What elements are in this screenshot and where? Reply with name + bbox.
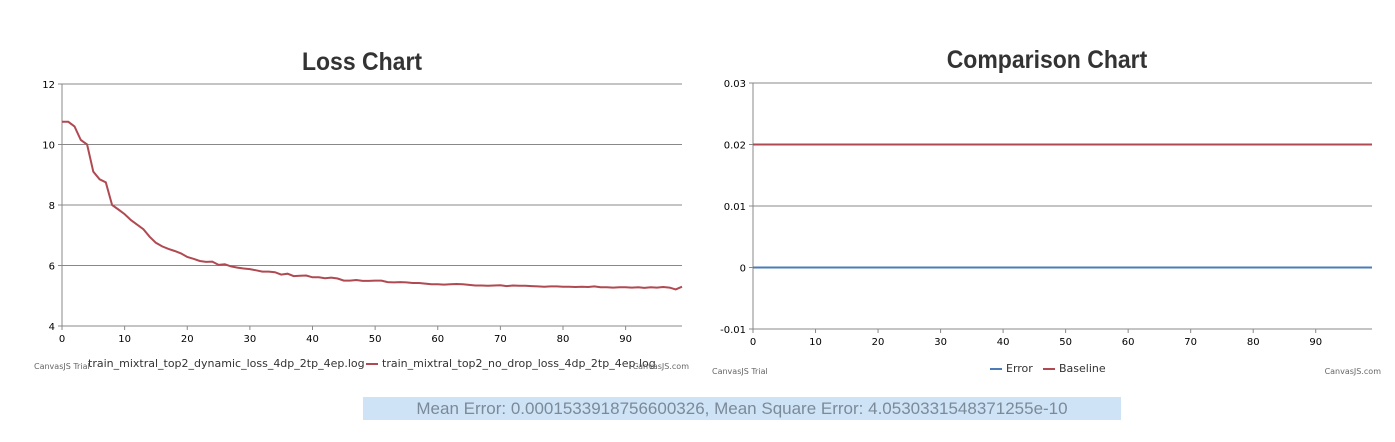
loss-x-tick-label-4: 40 — [306, 334, 319, 345]
comparison-y-tick-label-0: -0.01 — [720, 325, 746, 336]
loss-chart-legend: train_mixtral_top2_dynamic_loss_4dp_2tp_… — [88, 357, 656, 370]
comparison-x-tick-label-1: 10 — [809, 337, 822, 348]
loss-x-tick-label-7: 70 — [494, 334, 507, 345]
comparison-x-tick-label-2: 20 — [872, 337, 885, 348]
comparison-chart: Comparison Chart -0.01 0 0.01 0.02 0.03 0 10 2… — [712, 46, 1382, 376]
loss-x-tick-label-6: 60 — [431, 334, 444, 345]
comparison-y-tick-label-3: 0.02 — [724, 141, 746, 152]
loss-x-tick-label-1: 10 — [118, 334, 131, 345]
comparison-credit-site[interactable]: CanvasJS.com — [1325, 367, 1382, 376]
loss-y-tick-label-2: 8 — [49, 201, 55, 212]
loss-y-tick-label-4: 12 — [42, 80, 55, 91]
legend-item-error[interactable]: Error — [1006, 362, 1033, 375]
loss-x-tick-label-5: 50 — [369, 334, 382, 345]
comparison-x-tick-label-6: 60 — [1122, 337, 1135, 348]
comparison-chart-gridlines — [749, 82, 1372, 333]
comparison-y-tick-label-1: 0 — [740, 264, 746, 275]
loss-x-tick-label-9: 90 — [619, 334, 632, 345]
loss-credit-trial: CanvasJS Trial — [34, 362, 90, 371]
comparison-chart-x-tick-labels: 0 10 20 30 40 50 60 70 80 90 — [750, 337, 1322, 348]
comparison-x-tick-label-4: 40 — [997, 337, 1010, 348]
comparison-x-tick-label-3: 30 — [934, 337, 947, 348]
loss-chart-y-tick-labels: 4 6 8 10 12 — [42, 80, 55, 333]
comparison-x-tick-label-5: 50 — [1059, 337, 1072, 348]
loss-y-tick-label-3: 10 — [42, 141, 55, 152]
comparison-x-tick-label-7: 70 — [1184, 337, 1197, 348]
loss-chart-title: Loss Chart — [302, 48, 422, 76]
loss-series-line — [62, 120, 683, 291]
comparison-chart-legend: Error Baseline — [990, 362, 1106, 375]
loss-chart: Loss Chart 4 6 8 10 12 0 10 20 30 40 50 60 70 80 90 t… — [34, 48, 690, 371]
loss-x-tick-label-2: 20 — [181, 334, 194, 345]
comparison-credit-trial: CanvasJS Trial — [712, 367, 768, 376]
loss-y-tick-label-0: 4 — [49, 322, 55, 333]
loss-credit-site[interactable]: CanvasJS.com — [633, 362, 690, 371]
comparison-x-tick-label-8: 80 — [1247, 337, 1260, 348]
comparison-x-tick-label-9: 90 — [1309, 337, 1322, 348]
comparison-x-tick-label-0: 0 — [750, 337, 756, 348]
legend-item-dynamic-loss[interactable]: train_mixtral_top2_dynamic_loss_4dp_2tp_… — [88, 357, 365, 370]
loss-x-tick-label-8: 80 — [557, 334, 570, 345]
legend-item-baseline[interactable]: Baseline — [1059, 362, 1106, 375]
comparison-y-tick-label-4: 0.03 — [724, 79, 746, 90]
comparison-y-tick-label-2: 0.01 — [724, 202, 746, 213]
loss-y-tick-label-1: 6 — [49, 262, 55, 273]
comparison-chart-y-tick-labels: -0.01 0 0.01 0.02 0.03 — [720, 79, 746, 336]
legend-item-no-drop-loss[interactable]: train_mixtral_top2_no_drop_loss_4dp_2tp_… — [382, 357, 656, 370]
error-summary: Mean Error: 0.0001533918756600326, Mean … — [363, 397, 1121, 420]
loss-x-tick-label-3: 30 — [244, 334, 257, 345]
loss-x-tick-label-0: 0 — [59, 334, 65, 345]
loss-chart-gridlines — [58, 83, 682, 330]
comparison-chart-title: Comparison Chart — [947, 46, 1148, 74]
loss-chart-x-tick-labels: 0 10 20 30 40 50 60 70 80 90 — [59, 334, 632, 345]
